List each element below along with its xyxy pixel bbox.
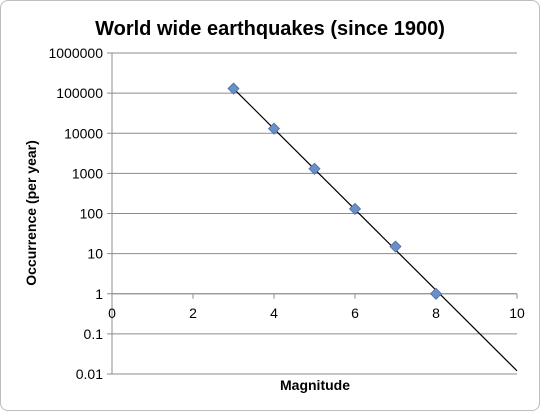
data-points (227, 82, 443, 300)
data-point-0-3 (348, 202, 362, 215)
trendline-group (233, 88, 518, 372)
y-tick-label-0: 0.01 (76, 366, 103, 382)
y-tick-label-4: 100 (80, 206, 104, 222)
y-tick-label-7: 100000 (56, 85, 103, 101)
y-tick-label-5: 1000 (72, 165, 103, 181)
x-tick-label-0: 0 (108, 305, 116, 321)
y-tick-label-1: 0.1 (84, 326, 104, 342)
y-tick-label-6: 10000 (64, 125, 103, 141)
data-point-0-2 (308, 162, 321, 175)
y-tick-label-8: 1000000 (48, 45, 103, 61)
x-axis-label: Magnitude (280, 377, 350, 393)
x-tick-label-4: 8 (432, 305, 440, 321)
data-point-0-0 (227, 82, 240, 95)
x-tick-label-3: 6 (351, 305, 359, 321)
y-axis-label: Occurrence (per year) (23, 140, 39, 286)
data-point-0-5 (429, 287, 443, 300)
gridlines (107, 52, 518, 375)
trendline (233, 88, 518, 372)
x-tick-label-5: 10 (509, 305, 525, 321)
y-tick-label-2: 1 (95, 286, 103, 302)
data-point-0-1 (267, 122, 281, 135)
x-tick-label-1: 2 (189, 305, 197, 321)
y-tick-label-3: 10 (87, 246, 103, 262)
y-tick-labels: 0.01 0.1 1 10 100 1000 10000 100000 1000000 (48, 45, 103, 382)
x-tick-label-2: 4 (270, 305, 278, 321)
data-point-0-4 (389, 240, 402, 253)
chart-title: World wide earthquakes (since 1900) (95, 18, 445, 40)
x-tick-labels: 0 2 4 6 8 10 (108, 305, 525, 321)
